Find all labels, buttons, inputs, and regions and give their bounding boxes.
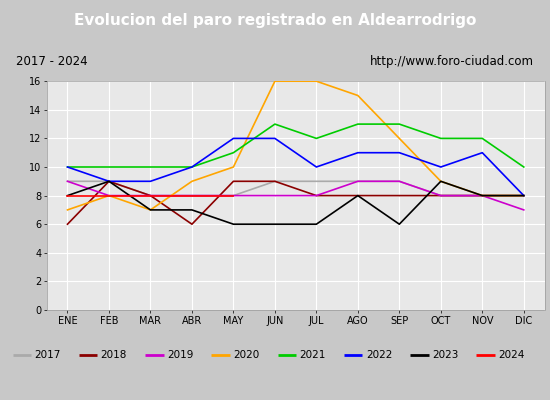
Text: 2022: 2022 [366, 350, 392, 360]
Text: 2020: 2020 [233, 350, 260, 360]
Text: 2023: 2023 [432, 350, 459, 360]
Text: 2024: 2024 [498, 350, 525, 360]
Text: 2017 - 2024: 2017 - 2024 [16, 55, 88, 68]
Text: Evolucion del paro registrado en Aldearrodrigo: Evolucion del paro registrado en Aldearr… [74, 14, 476, 28]
Text: 2018: 2018 [101, 350, 127, 360]
Text: 2019: 2019 [167, 350, 194, 360]
Text: http://www.foro-ciudad.com: http://www.foro-ciudad.com [370, 55, 534, 68]
Text: 2017: 2017 [35, 350, 61, 360]
Text: 2021: 2021 [300, 350, 326, 360]
